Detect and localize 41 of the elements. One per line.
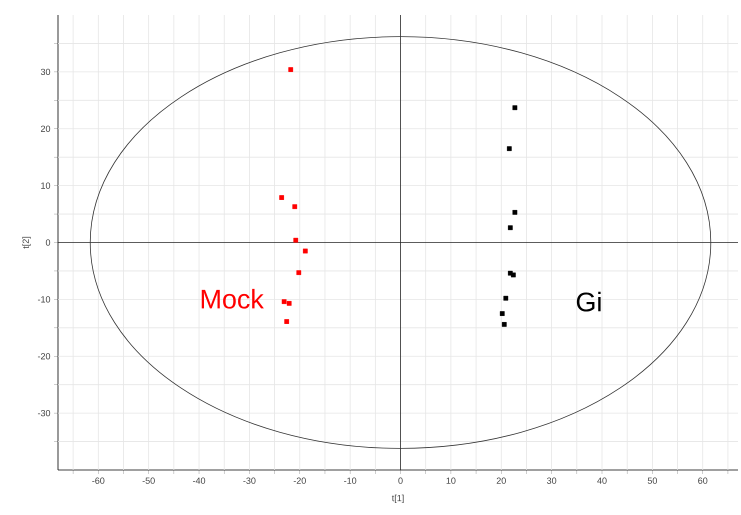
point (288, 67, 294, 72)
x-tick-label: 40 (597, 478, 607, 484)
x-tick-label: 10 (446, 478, 456, 484)
y-axis-title: t[2] (22, 236, 31, 249)
point (500, 311, 505, 316)
y-tick-label: -30 (38, 410, 50, 416)
y-tick-label: -10 (38, 296, 50, 303)
y-tick-label: -20 (38, 353, 50, 360)
x-tick-label: -60 (92, 478, 104, 484)
point (512, 105, 518, 110)
x-tick-label: -10 (344, 478, 356, 484)
point (284, 319, 290, 324)
point (279, 195, 284, 200)
point (293, 238, 298, 243)
x-tick-label: 20 (496, 478, 506, 484)
point (508, 225, 513, 230)
y-tick-label: 20 (40, 126, 50, 132)
point (286, 300, 292, 306)
point (282, 299, 287, 304)
x-tick-label: -50 (142, 478, 155, 484)
text: Gi (576, 292, 601, 312)
y-tick-label: 0 (46, 239, 50, 246)
x-axis-title: t[1] (392, 494, 404, 504)
point (510, 272, 516, 278)
x-tick-label: 50 (648, 478, 658, 484)
point (512, 210, 518, 215)
series-label: Mock (202, 288, 264, 309)
point (296, 270, 302, 276)
point (503, 296, 508, 301)
point (302, 248, 308, 254)
x-tick-label: -40 (192, 478, 206, 484)
x-tick-label: -30 (243, 478, 256, 484)
y-tick-label: 30 (40, 68, 50, 76)
point (506, 146, 512, 152)
y-tick-label: 10 (41, 182, 50, 189)
x-tick-label: 30 (546, 478, 556, 484)
x-tick-label: 0 (398, 478, 403, 484)
point (502, 322, 507, 327)
point (292, 204, 298, 210)
x-tick-label: 60 (698, 478, 708, 484)
x-tick-label: -20 (294, 478, 306, 484)
